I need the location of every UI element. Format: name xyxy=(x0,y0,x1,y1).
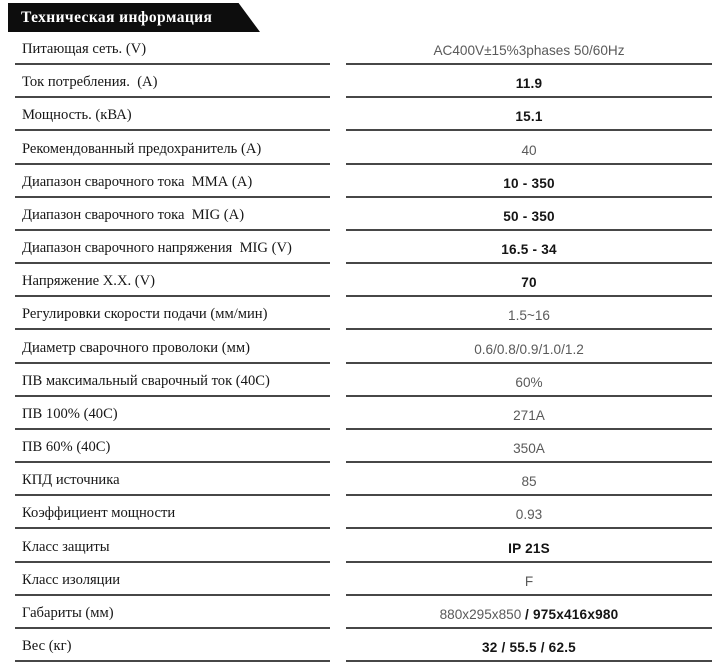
spec-value: 1.5~16 xyxy=(346,297,712,331)
spec-label: Класс защиты xyxy=(15,529,330,563)
spec-label: Габариты (мм) xyxy=(15,596,330,629)
spec-label: Напряжение Х.Х. (V) xyxy=(15,264,330,298)
spec-value: 880x295x850 / 975x416x980 xyxy=(346,596,712,629)
spec-label: Диапазон сварочного тока MIG (А) xyxy=(15,198,330,231)
spec-value-part: 271A xyxy=(513,407,545,423)
section-header-banner: Техническая информация xyxy=(8,3,260,32)
spec-value-part: 880x295x850 xyxy=(439,606,526,622)
spec-value-part: 85 xyxy=(521,474,537,490)
spec-value: 11.9 xyxy=(346,65,712,99)
spec-value-part: F xyxy=(524,573,534,589)
table-row: Мощность. (кВА) 15.1 xyxy=(0,98,723,132)
spec-label: ПВ 60% (40C) xyxy=(15,430,330,464)
table-row: ПВ 60% (40C) 350A xyxy=(0,430,723,464)
page-title: Техническая информация xyxy=(21,8,213,26)
spec-value: 50 - 350 xyxy=(346,198,712,231)
table-row: Рекомендованный предохранитель (А) 40 xyxy=(0,131,723,165)
table-row: Диаметр сварочного проволоки (мм) 0.6/0.8… xyxy=(0,330,723,364)
spec-value: 0.6/0.8/0.9/1.0/1.2 xyxy=(346,330,712,364)
table-row: Ток потребления. (А) 11.9 xyxy=(0,65,723,99)
table-row: Напряжение Х.Х. (V) 70 xyxy=(0,264,723,298)
spec-value-part: 350A xyxy=(513,441,545,457)
table-row: Класс изоляции F xyxy=(0,563,723,596)
spec-value-part: 0.93 xyxy=(515,507,543,523)
spec-value-part: 60% xyxy=(515,374,543,390)
spec-label: Рекомендованный предохранитель (А) xyxy=(15,131,330,165)
spec-value: 85 xyxy=(346,463,712,497)
spec-value-part: / 975x416x980 xyxy=(525,606,619,622)
spec-label: Питающая сеть. (V) xyxy=(15,32,330,66)
spec-label: Коэффициент мощности xyxy=(15,496,330,530)
table-row: КПД источника 85 xyxy=(0,463,723,497)
spec-label: Вес (кг) xyxy=(15,629,330,662)
spec-value: 32 / 55.5 / 62.5 xyxy=(346,629,712,662)
spec-label: Класс изоляции xyxy=(15,563,330,596)
spec-value-part: 16.5 - 34 xyxy=(501,242,557,258)
table-row: Вес (кг) 32 / 55.5 / 62.5 xyxy=(0,629,723,662)
table-row: Регулировки скорости подачи (мм/мин) 1.5~… xyxy=(0,297,723,331)
spec-value-part: 32 / 55.5 / 62.5 xyxy=(482,639,576,655)
spec-value: 271A xyxy=(346,397,712,430)
spec-value: F xyxy=(346,563,712,596)
table-row: Питающая сеть. (V) AC400V±15%3phases 50/6… xyxy=(0,32,723,66)
spec-value: 10 - 350 xyxy=(346,165,712,198)
table-row: ПВ максимальный сварочный ток (40C) 60% xyxy=(0,364,723,397)
spec-value-part: 70 xyxy=(521,275,537,291)
spec-value-part: 15.1 xyxy=(515,109,543,125)
spec-label: Ток потребления. (А) xyxy=(15,65,330,99)
spec-label: Мощность. (кВА) xyxy=(15,98,330,132)
spec-label: Диапазон сварочного напряжения MIG (V) xyxy=(15,231,330,265)
spec-label: КПД источника xyxy=(15,463,330,497)
spec-value-part: 10 - 350 xyxy=(503,175,555,191)
spec-value-part: 50 - 350 xyxy=(503,208,555,224)
table-row: Диапазон сварочного тока ММА (А) 10 - 350 xyxy=(0,165,723,198)
spec-value-part: 40 xyxy=(521,142,537,158)
spec-label: Диапазон сварочного тока ММА (А) xyxy=(15,165,330,198)
table-row: ПВ 100% (40C) 271A xyxy=(0,397,723,430)
table-row: Коэффициент мощности 0.93 xyxy=(0,496,723,530)
spec-value: 70 xyxy=(346,264,712,298)
spec-value: 16.5 - 34 xyxy=(346,231,712,265)
spec-label: ПВ максимальный сварочный ток (40C) xyxy=(15,364,330,397)
spec-value-part: AC400V±15%3phases 50/60Hz xyxy=(433,43,625,59)
spec-value: 60% xyxy=(346,364,712,397)
table-row: Класс защиты IP 21S xyxy=(0,529,723,563)
spec-label: Регулировки скорости подачи (мм/мин) xyxy=(15,297,330,331)
spec-label: Диаметр сварочного проволоки (мм) xyxy=(15,330,330,364)
table-row: Габариты (мм) 880x295x850 / 975x416x980 xyxy=(0,596,723,629)
spec-table: Питающая сеть. (V) AC400V±15%3phases 50/6… xyxy=(0,32,723,662)
spec-value-part: 1.5~16 xyxy=(508,308,550,324)
table-row: Диапазон сварочного тока MIG (А) 50 - 350 xyxy=(0,198,723,231)
spec-value: 0.93 xyxy=(346,496,712,530)
spec-value: IP 21S xyxy=(346,529,712,563)
spec-value-part: 11.9 xyxy=(515,76,543,92)
spec-value-part: 0.6/0.8/0.9/1.0/1.2 xyxy=(474,341,584,357)
spec-value: 350A xyxy=(346,430,712,464)
spec-value-part: IP 21S xyxy=(508,540,550,556)
spec-value: 40 xyxy=(346,131,712,165)
table-row: Диапазон сварочного напряжения MIG (V) 16… xyxy=(0,231,723,265)
spec-value: 15.1 xyxy=(346,98,712,132)
spec-label: ПВ 100% (40C) xyxy=(15,397,330,430)
spec-value: AC400V±15%3phases 50/60Hz xyxy=(346,32,712,66)
